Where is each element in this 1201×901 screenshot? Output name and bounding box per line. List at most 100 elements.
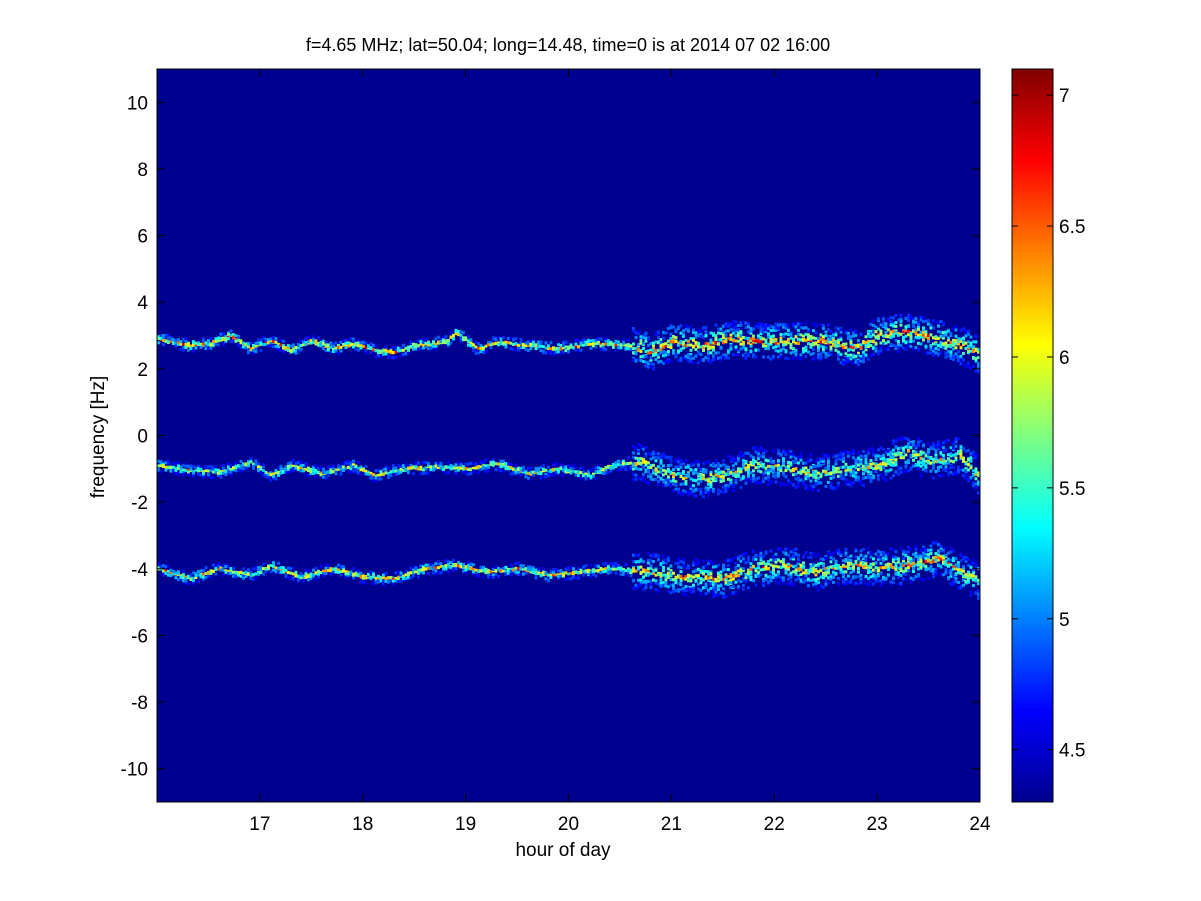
heatmap-cell	[289, 571, 293, 575]
heatmap-cell	[672, 468, 675, 472]
heatmap-cell	[667, 558, 670, 562]
heatmap-cell	[747, 464, 750, 468]
heatmap-cell	[657, 331, 660, 335]
heatmap-cell	[579, 348, 583, 352]
heatmap-cell	[677, 565, 680, 569]
heatmap-cell	[719, 332, 723, 336]
heatmap-cell	[799, 338, 803, 342]
heatmap-cell	[837, 338, 840, 342]
heatmap-cell	[762, 451, 765, 455]
heatmap-cell	[289, 469, 293, 473]
heatmap-cell	[692, 361, 695, 365]
heatmap-cell	[594, 574, 598, 578]
heatmap-cell	[739, 470, 743, 474]
heatmap-cell	[662, 331, 665, 335]
heatmap-cell	[377, 574, 380, 578]
heatmap-cell	[852, 331, 855, 335]
heatmap-cell	[162, 334, 165, 338]
heatmap-cell	[634, 583, 638, 587]
heatmap-cell	[274, 344, 278, 348]
heatmap-cell	[809, 352, 813, 356]
heatmap-cell	[614, 571, 618, 575]
heatmap-cell	[297, 349, 300, 353]
heatmap-cell	[497, 575, 500, 579]
heatmap-cell	[654, 573, 658, 577]
heatmap-cell	[587, 340, 590, 344]
heatmap-cell	[329, 341, 333, 345]
heatmap-cell	[352, 337, 355, 341]
heatmap-cell	[239, 346, 243, 350]
heatmap-cell	[889, 331, 893, 335]
heatmap-cell	[907, 333, 910, 337]
heatmap-cell	[202, 473, 205, 477]
heatmap-cell	[377, 476, 380, 480]
heatmap-cell	[662, 345, 665, 349]
heatmap-cell	[414, 570, 418, 574]
heatmap-cell	[964, 334, 968, 338]
heatmap-cell	[167, 333, 170, 337]
heatmap-cell	[299, 576, 303, 580]
heatmap-cell	[547, 465, 550, 469]
heatmap-cell	[224, 335, 228, 339]
heatmap-cell	[234, 571, 238, 575]
heatmap-cell	[877, 349, 880, 353]
heatmap-cell	[924, 319, 928, 323]
heatmap-cell	[952, 440, 955, 444]
heatmap-cell	[502, 335, 505, 339]
heatmap-cell	[694, 347, 698, 351]
heatmap-cell	[377, 349, 380, 353]
heatmap-cell	[922, 444, 925, 448]
heatmap-cell	[922, 326, 925, 330]
heatmap-cell	[902, 338, 905, 342]
heatmap-cell	[937, 440, 940, 444]
heatmap-cell	[482, 569, 485, 573]
heatmap-cell	[442, 566, 445, 570]
heatmap-cell	[367, 572, 370, 576]
heatmap-cell	[749, 454, 753, 458]
heatmap-cell	[737, 323, 740, 327]
heatmap-cell	[814, 324, 818, 328]
heatmap-cell	[592, 472, 595, 476]
heatmap-cell	[829, 340, 833, 344]
heatmap-cell	[254, 565, 258, 569]
heatmap-cell	[454, 472, 458, 476]
heatmap-cell	[682, 334, 685, 338]
heatmap-cell	[544, 473, 548, 477]
heatmap-cell	[614, 461, 618, 465]
heatmap-cell	[522, 572, 525, 576]
heatmap-cell	[589, 575, 593, 579]
heatmap-cell	[677, 325, 680, 329]
heatmap-cell	[452, 558, 455, 562]
heatmap-cell	[672, 584, 675, 588]
heatmap-cell	[882, 476, 885, 480]
heatmap-cell	[294, 351, 298, 355]
heatmap-cell	[717, 465, 720, 469]
heatmap-cell	[757, 469, 760, 473]
heatmap-cell	[307, 335, 310, 339]
heatmap-cell	[202, 575, 205, 579]
heatmap-cell	[294, 462, 298, 466]
heatmap-cell	[782, 470, 785, 474]
heatmap-cell	[647, 481, 650, 485]
heatmap-cell	[749, 350, 753, 354]
heatmap-cell	[582, 339, 585, 343]
heatmap-cell	[437, 571, 440, 575]
heatmap-cell	[607, 571, 610, 575]
heatmap-cell	[652, 571, 655, 575]
heatmap-cell	[457, 466, 460, 470]
heatmap-cell	[934, 342, 938, 346]
heatmap-cell	[734, 470, 738, 474]
heatmap-cell	[784, 482, 788, 486]
heatmap-cell	[644, 336, 648, 340]
heatmap-cell	[584, 343, 588, 347]
heatmap-cell	[652, 469, 655, 473]
heatmap-cell	[197, 467, 200, 471]
heatmap-cell	[379, 355, 383, 359]
heatmap-cell	[497, 343, 500, 347]
heatmap-cell	[867, 466, 870, 470]
heatmap-cell	[682, 329, 685, 333]
heatmap-cell	[577, 349, 580, 353]
heatmap-cell	[227, 334, 230, 338]
heatmap-cell	[709, 345, 713, 349]
heatmap-cell	[949, 470, 953, 474]
